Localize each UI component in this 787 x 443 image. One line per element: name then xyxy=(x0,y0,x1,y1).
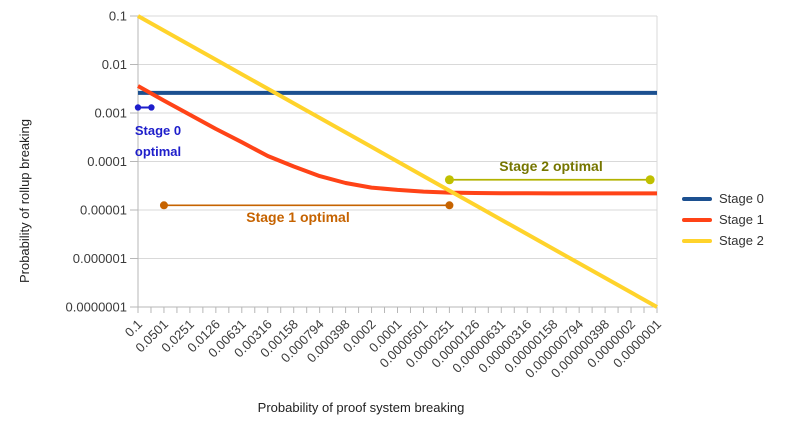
legend-swatch-stage1-icon xyxy=(682,217,712,222)
y-tick-label: 0.00001 xyxy=(80,203,127,218)
legend-swatch-stage2-icon xyxy=(682,238,712,243)
y-tick-label: 0.000001 xyxy=(73,251,127,266)
legend-swatch-stage0-icon xyxy=(682,196,712,201)
y-tick-label: 0.0000001 xyxy=(66,300,127,315)
legend-item-stage0: Stage 0 xyxy=(682,190,764,207)
annotation-dot-stage0-optimal xyxy=(134,104,142,111)
legend-label-stage2: Stage 2 xyxy=(719,233,764,248)
annotation-dot-stage2-optimal xyxy=(444,175,454,185)
legend: Stage 0 Stage 1 Stage 2 xyxy=(682,190,764,249)
legend-item-stage2: Stage 2 xyxy=(682,232,764,249)
x-axis-title: Probability of proof system breaking xyxy=(257,400,465,415)
annotation-stage2-optimal: Stage 2 optimal xyxy=(499,158,603,174)
annotation-dot-stage1-optimal xyxy=(445,201,454,210)
y-tick-label: 0.0001 xyxy=(87,154,127,169)
legend-label-stage1: Stage 1 xyxy=(719,212,764,227)
series-line-stage-2 xyxy=(137,14,658,309)
annotation-dot-stage1-optimal xyxy=(159,201,168,210)
y-tick-label: 0.001 xyxy=(94,106,127,121)
y-tick-label: 0.01 xyxy=(102,57,127,72)
series-line-stage-1 xyxy=(137,84,657,196)
annotation-stage1-optimal: Stage 1 optimal xyxy=(246,209,350,225)
annotation-stage0-optimal: Stage 0 optimal xyxy=(122,120,194,162)
annotation-stage0-line2: optimal xyxy=(134,144,182,159)
legend-item-stage1: Stage 1 xyxy=(682,211,764,228)
annotation-dot-stage0-optimal xyxy=(148,104,155,111)
annotation-dot-stage2-optimal xyxy=(645,175,655,185)
legend-label-stage0: Stage 0 xyxy=(719,191,764,206)
y-tick-label: 0.1 xyxy=(109,9,127,24)
annotation-stage0-line1: Stage 0 xyxy=(134,123,182,138)
y-axis-title: Probability of rollup breaking xyxy=(17,118,32,284)
